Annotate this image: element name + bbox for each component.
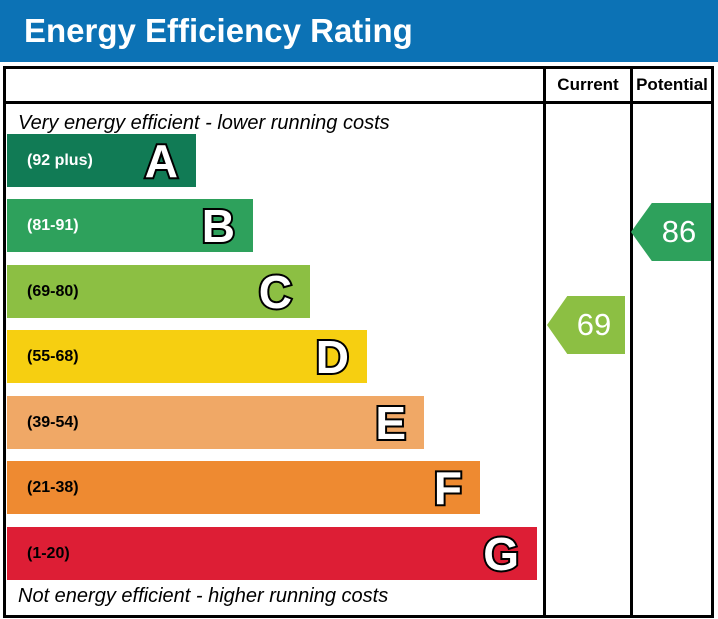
band-a: (92 plus) A bbox=[7, 134, 196, 187]
band-a-range-label: (92 plus) bbox=[27, 151, 93, 169]
band-f-range-label: (21-38) bbox=[27, 478, 79, 496]
note-very-efficient: Very energy efficient - lower running co… bbox=[18, 112, 390, 134]
potential-column-divider bbox=[630, 69, 633, 615]
band-f-letter: F bbox=[432, 461, 464, 514]
chart-title: Energy Efficiency Rating bbox=[24, 12, 413, 49]
band-c-letter: C bbox=[257, 265, 294, 318]
band-a-letter: A bbox=[143, 134, 180, 187]
header-row-divider bbox=[6, 101, 711, 104]
band-g-range-label: (1-20) bbox=[27, 544, 70, 562]
band-b-letter: B bbox=[200, 199, 237, 252]
band-e: (39-54) E bbox=[7, 396, 424, 449]
band-f: (21-38) F bbox=[7, 461, 480, 514]
current-column-divider bbox=[543, 69, 546, 615]
current-rating-value: 69 bbox=[576, 307, 612, 342]
potential-rating-value: 86 bbox=[661, 214, 697, 249]
band-d-letter: D bbox=[314, 330, 351, 383]
chart-title-bar: Energy Efficiency Rating bbox=[0, 0, 718, 62]
column-header-potential: Potential bbox=[636, 75, 708, 94]
column-header-current: Current bbox=[557, 75, 619, 94]
band-b: (81-91) B bbox=[7, 199, 253, 252]
band-c: (69-80) C bbox=[7, 265, 310, 318]
band-g-letter: G bbox=[481, 527, 521, 580]
note-not-efficient: Not energy efficient - higher running co… bbox=[18, 585, 389, 607]
potential-rating-arrow: 86 bbox=[631, 203, 711, 261]
band-b-range-label: (81-91) bbox=[27, 216, 79, 234]
band-g: (1-20) G bbox=[7, 527, 537, 580]
band-c-range-label: (69-80) bbox=[27, 282, 79, 300]
band-e-range-label: (39-54) bbox=[27, 413, 79, 431]
rating-table: Current Potential Very energy efficient … bbox=[3, 66, 714, 618]
current-rating-arrow: 69 bbox=[547, 296, 625, 354]
band-e-letter: E bbox=[373, 396, 408, 449]
band-d: (55-68) D bbox=[7, 330, 367, 383]
band-d-range-label: (55-68) bbox=[27, 347, 79, 365]
